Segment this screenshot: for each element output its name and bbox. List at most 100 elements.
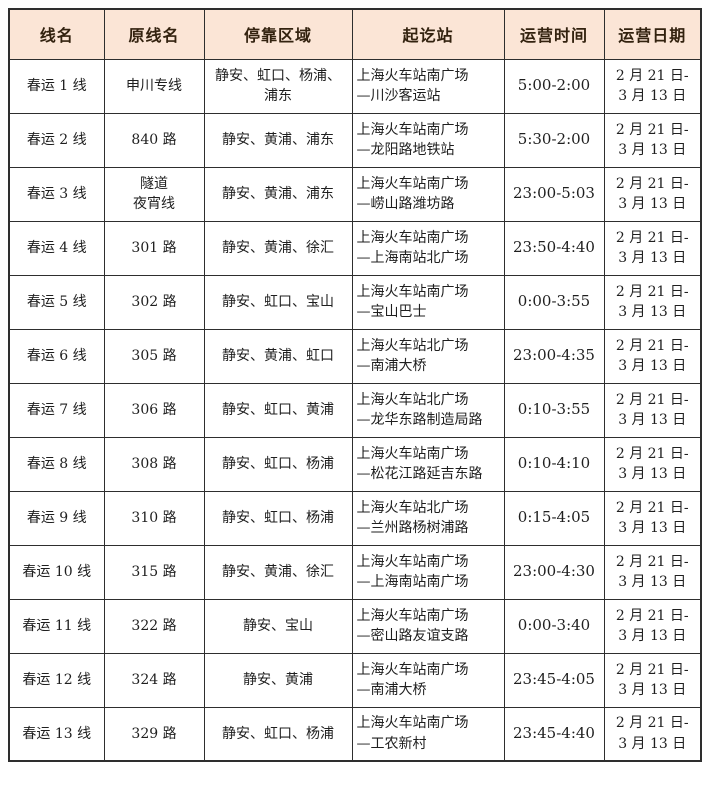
cell-terminals: 上海火车站南广场 —川沙客运站 [351,58,505,114]
cell-operating-dates: 2 月 21 日- 3 月 13 日 [603,328,702,384]
table-row: 春运 8 线 308 路 静安、虹口、杨浦 上海火车站南广场 —松花江路延吉东路… [8,436,702,492]
cell-original-line: 840 路 [103,112,205,168]
cell-original-line: 308 路 [103,436,205,492]
cell-terminals: 上海火车站北广场 —兰州路杨树浦路 [351,490,505,546]
cell-line-name: 春运 9 线 [8,490,105,546]
cell-operating-dates: 2 月 21 日- 3 月 13 日 [603,544,702,600]
cell-operating-dates: 2 月 21 日- 3 月 13 日 [603,112,702,168]
cell-operating-dates: 2 月 21 日- 3 月 13 日 [603,58,702,114]
cell-operating-hours: 0:00-3:55 [503,274,605,330]
cell-line-name: 春运 11 线 [8,598,105,654]
cell-stop-areas: 静安、虹口、杨浦、 浦东 [203,58,353,114]
header-original-line: 原线名 [103,8,205,60]
cell-operating-hours: 0:15-4:05 [503,490,605,546]
cell-original-line: 324 路 [103,652,205,708]
cell-operating-hours: 23:45-4:05 [503,652,605,708]
cell-stop-areas: 静安、虹口、黄浦 [203,382,353,438]
cell-terminals: 上海火车站南广场 —工农新村 [351,706,505,762]
cell-operating-hours: 23:50-4:40 [503,220,605,276]
table-row: 春运 2 线 840 路 静安、黄浦、浦东 上海火车站南广场 —龙阳路地铁站 5… [8,112,702,168]
header-terminals: 起讫站 [351,8,505,60]
cell-terminals: 上海火车站南广场 —松花江路延吉东路 [351,436,505,492]
cell-operating-dates: 2 月 21 日- 3 月 13 日 [603,436,702,492]
cell-original-line: 310 路 [103,490,205,546]
cell-line-name: 春运 1 线 [8,58,105,114]
cell-operating-hours: 5:30-2:00 [503,112,605,168]
cell-original-line: 302 路 [103,274,205,330]
cell-operating-dates: 2 月 21 日- 3 月 13 日 [603,274,702,330]
cell-operating-dates: 2 月 21 日- 3 月 13 日 [603,382,702,438]
table-row: 春运 10 线 315 路 静安、黄浦、徐汇 上海火车站南广场 —上海南站南广场… [8,544,702,600]
cell-line-name: 春运 13 线 [8,706,105,762]
cell-original-line: 315 路 [103,544,205,600]
cell-original-line: 隧道 夜宵线 [103,166,205,222]
cell-line-name: 春运 4 线 [8,220,105,276]
cell-stop-areas: 静安、黄浦、徐汇 [203,220,353,276]
cell-stop-areas: 静安、黄浦、浦东 [203,166,353,222]
cell-operating-hours: 5:00-2:00 [503,58,605,114]
cell-operating-dates: 2 月 21 日- 3 月 13 日 [603,706,702,762]
table-row: 春运 11 线 322 路 静安、宝山 上海火车站南广场 —密山路友谊支路 0:… [8,598,702,654]
cell-original-line: 申川专线 [103,58,205,114]
cell-stop-areas: 静安、黄浦、虹口 [203,328,353,384]
table-row: 春运 7 线 306 路 静安、虹口、黄浦 上海火车站北广场 —龙华东路制造局路… [8,382,702,438]
cell-line-name: 春运 5 线 [8,274,105,330]
cell-line-name: 春运 2 线 [8,112,105,168]
cell-stop-areas: 静安、黄浦 [203,652,353,708]
cell-stop-areas: 静安、虹口、杨浦 [203,706,353,762]
cell-operating-hours: 23:00-4:30 [503,544,605,600]
cell-operating-dates: 2 月 21 日- 3 月 13 日 [603,598,702,654]
bus-lines-table: 线名 原线名 停靠区域 起讫站 运营时间 运营日期 春运 1 线 申川专线 静安… [8,8,702,762]
table-row: 春运 12 线 324 路 静安、黄浦 上海火车站南广场 —南浦大桥 23:45… [8,652,702,708]
cell-operating-hours: 0:00-3:40 [503,598,605,654]
header-operating-hours: 运营时间 [503,8,605,60]
cell-operating-hours: 0:10-4:10 [503,436,605,492]
header-line-name: 线名 [8,8,105,60]
cell-operating-hours: 0:10-3:55 [503,382,605,438]
cell-terminals: 上海火车站南广场 —密山路友谊支路 [351,598,505,654]
cell-original-line: 306 路 [103,382,205,438]
cell-stop-areas: 静安、黄浦、徐汇 [203,544,353,600]
cell-operating-dates: 2 月 21 日- 3 月 13 日 [603,490,702,546]
table-header-row: 线名 原线名 停靠区域 起讫站 运营时间 运营日期 [8,8,702,60]
table-row: 春运 3 线 隧道 夜宵线 静安、黄浦、浦东 上海火车站南广场 —崂山路潍坊路 … [8,166,702,222]
header-stop-areas: 停靠区域 [203,8,353,60]
cell-line-name: 春运 7 线 [8,382,105,438]
table-row: 春运 6 线 305 路 静安、黄浦、虹口 上海火车站北广场 —南浦大桥 23:… [8,328,702,384]
cell-stop-areas: 静安、宝山 [203,598,353,654]
table-row: 春运 5 线 302 路 静安、虹口、宝山 上海火车站南广场 —宝山巴士 0:0… [8,274,702,330]
cell-terminals: 上海火车站南广场 —南浦大桥 [351,652,505,708]
cell-terminals: 上海火车站南广场 —上海南站南广场 [351,544,505,600]
table-row: 春运 1 线 申川专线 静安、虹口、杨浦、 浦东 上海火车站南广场 —川沙客运站… [8,58,702,114]
cell-terminals: 上海火车站南广场 —龙阳路地铁站 [351,112,505,168]
cell-stop-areas: 静安、虹口、杨浦 [203,490,353,546]
cell-operating-dates: 2 月 21 日- 3 月 13 日 [603,166,702,222]
cell-original-line: 329 路 [103,706,205,762]
cell-original-line: 322 路 [103,598,205,654]
table-row: 春运 9 线 310 路 静安、虹口、杨浦 上海火车站北广场 —兰州路杨树浦路 … [8,490,702,546]
cell-operating-dates: 2 月 21 日- 3 月 13 日 [603,652,702,708]
cell-line-name: 春运 6 线 [8,328,105,384]
cell-stop-areas: 静安、黄浦、浦东 [203,112,353,168]
cell-operating-hours: 23:00-4:35 [503,328,605,384]
cell-terminals: 上海火车站北广场 —龙华东路制造局路 [351,382,505,438]
cell-terminals: 上海火车站南广场 —上海南站北广场 [351,220,505,276]
cell-line-name: 春运 12 线 [8,652,105,708]
cell-stop-areas: 静安、虹口、杨浦 [203,436,353,492]
cell-line-name: 春运 8 线 [8,436,105,492]
cell-operating-hours: 23:45-4:40 [503,706,605,762]
cell-stop-areas: 静安、虹口、宝山 [203,274,353,330]
cell-terminals: 上海火车站北广场 —南浦大桥 [351,328,505,384]
cell-original-line: 305 路 [103,328,205,384]
table-row: 春运 4 线 301 路 静安、黄浦、徐汇 上海火车站南广场 —上海南站北广场 … [8,220,702,276]
table-row: 春运 13 线 329 路 静安、虹口、杨浦 上海火车站南广场 —工农新村 23… [8,706,702,762]
cell-operating-hours: 23:00-5:03 [503,166,605,222]
cell-operating-dates: 2 月 21 日- 3 月 13 日 [603,220,702,276]
cell-line-name: 春运 3 线 [8,166,105,222]
cell-terminals: 上海火车站南广场 —崂山路潍坊路 [351,166,505,222]
header-operating-dates: 运营日期 [603,8,702,60]
cell-line-name: 春运 10 线 [8,544,105,600]
cell-terminals: 上海火车站南广场 —宝山巴士 [351,274,505,330]
table-body: 春运 1 线 申川专线 静安、虹口、杨浦、 浦东 上海火车站南广场 —川沙客运站… [8,58,702,762]
